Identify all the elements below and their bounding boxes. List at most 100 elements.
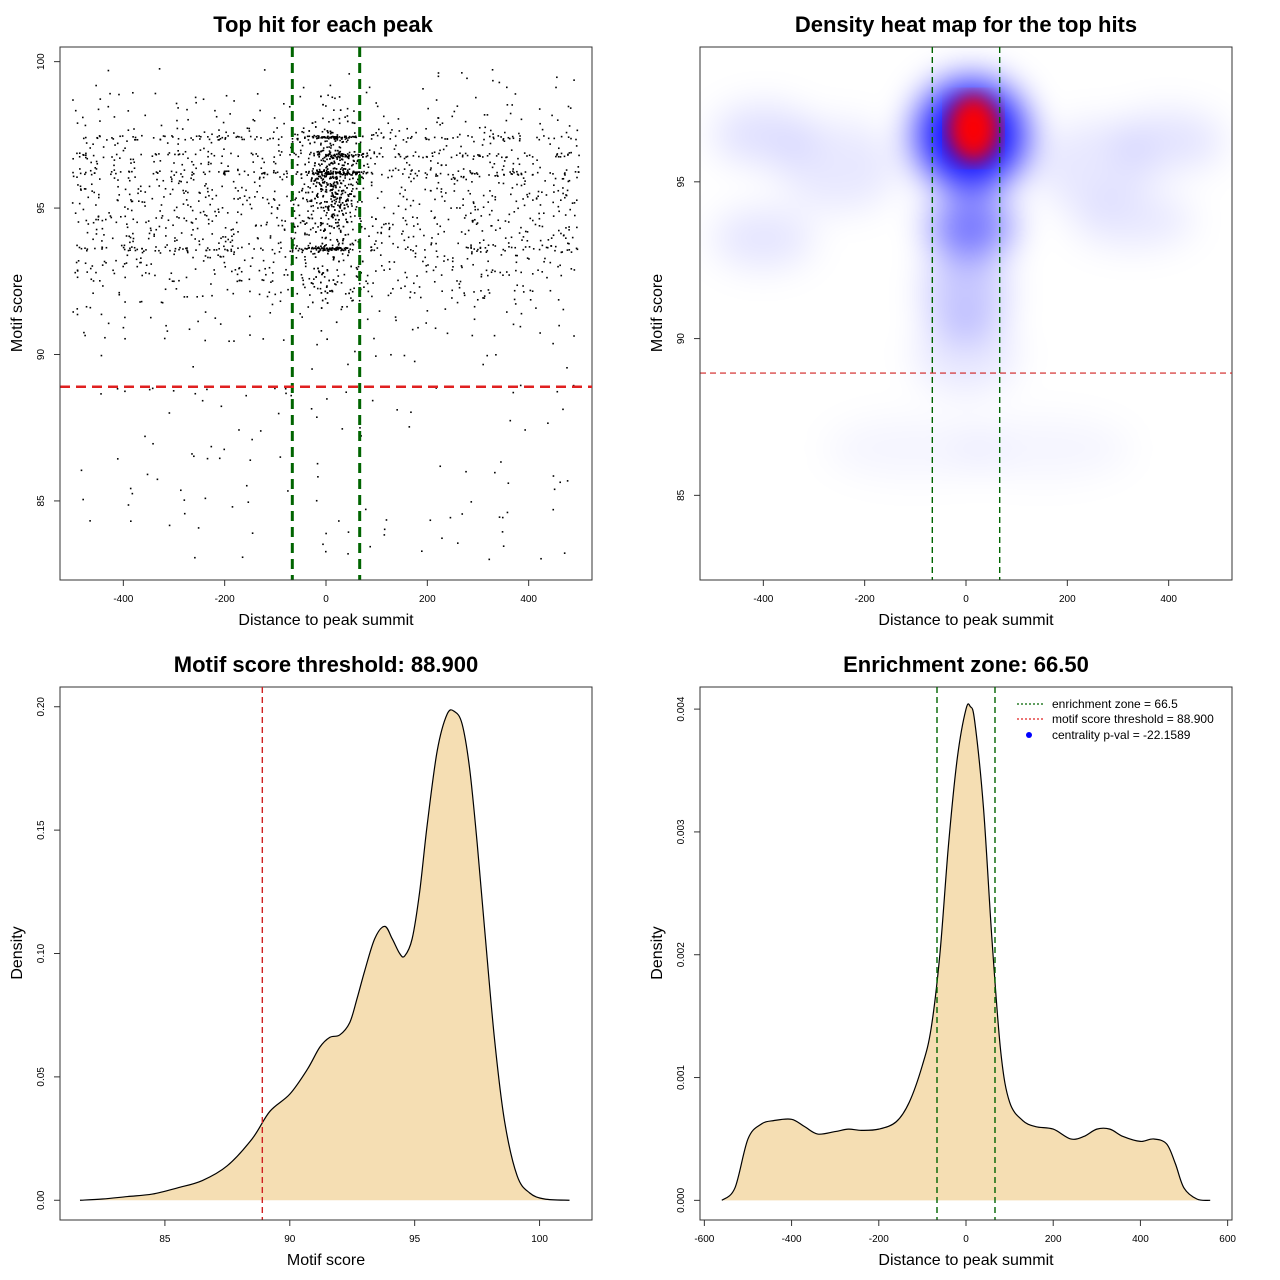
scatter-point bbox=[463, 294, 466, 297]
scatter-point bbox=[101, 219, 104, 222]
scatter-point bbox=[366, 171, 369, 174]
scatter-point bbox=[174, 153, 176, 156]
scatter-point bbox=[321, 247, 323, 249]
scatter-point bbox=[168, 152, 171, 154]
scatter-point bbox=[459, 280, 462, 283]
scatter-point bbox=[241, 556, 244, 559]
scatter-point bbox=[478, 155, 480, 157]
scatter-point bbox=[317, 172, 319, 175]
scatter-point bbox=[526, 257, 529, 259]
scatter-point bbox=[220, 162, 223, 165]
scatter-point bbox=[336, 171, 339, 174]
scatter-point bbox=[261, 279, 264, 281]
scatter-point bbox=[387, 176, 389, 179]
scatter-point bbox=[322, 149, 325, 152]
scatter-point bbox=[544, 257, 546, 260]
scatter-point bbox=[424, 249, 426, 251]
scatter-point bbox=[214, 109, 216, 112]
scatter-point bbox=[285, 170, 288, 173]
scatter-point bbox=[272, 198, 275, 200]
scatter-point bbox=[490, 271, 493, 274]
scatter-point bbox=[334, 283, 336, 285]
scatter-point bbox=[428, 138, 430, 141]
scatter-point bbox=[504, 237, 507, 239]
scatter-point bbox=[476, 298, 479, 301]
scatter-point bbox=[304, 232, 306, 235]
scatter-point bbox=[309, 187, 311, 189]
scatter-point bbox=[400, 287, 402, 290]
scatter-point bbox=[422, 88, 424, 90]
scatter-point bbox=[320, 184, 322, 186]
scatter-point bbox=[353, 110, 355, 112]
scatter-point bbox=[182, 189, 184, 192]
scatter-point bbox=[321, 179, 324, 181]
scatter-point bbox=[460, 145, 462, 148]
scatter-point bbox=[532, 163, 534, 165]
scatter-point bbox=[80, 189, 82, 191]
score-density-x-label: Motif score bbox=[287, 1252, 365, 1269]
scatter-point bbox=[138, 200, 140, 202]
scatter-point bbox=[518, 139, 521, 142]
scatter-point bbox=[314, 179, 317, 182]
scatter-point bbox=[489, 190, 491, 192]
scatter-point bbox=[241, 138, 244, 141]
scatter-point bbox=[208, 170, 211, 173]
scatter-point bbox=[549, 143, 551, 145]
scatter-point bbox=[340, 203, 342, 206]
scatter-point bbox=[559, 264, 561, 267]
scatter-point bbox=[320, 245, 322, 248]
scatter-point bbox=[235, 221, 238, 224]
scatter-point bbox=[414, 151, 417, 153]
scatter-point bbox=[411, 216, 414, 218]
scatter-point bbox=[306, 135, 309, 138]
scatter-point bbox=[324, 297, 327, 300]
scatter-point bbox=[558, 229, 560, 232]
scatter-point bbox=[137, 192, 139, 195]
scatter-point bbox=[99, 120, 101, 122]
scatter-point bbox=[158, 249, 160, 252]
scatter-point bbox=[560, 251, 563, 254]
scatter-point bbox=[326, 146, 328, 149]
scatter-point bbox=[130, 199, 132, 201]
scatter-point bbox=[534, 223, 537, 226]
scatter-point bbox=[507, 482, 510, 485]
scatter-point bbox=[545, 194, 548, 196]
scatter-point bbox=[171, 280, 174, 283]
scatter-point bbox=[354, 239, 357, 242]
scatter-point bbox=[248, 196, 251, 199]
scatter-point bbox=[494, 198, 497, 201]
scatter-point bbox=[238, 279, 241, 282]
scatter-point bbox=[167, 153, 169, 156]
scatter-point bbox=[316, 343, 318, 346]
scatter-point bbox=[210, 162, 212, 165]
scatter-point bbox=[135, 258, 138, 261]
scatter-point bbox=[249, 135, 252, 138]
scatter-point bbox=[180, 489, 182, 492]
scatter-point bbox=[317, 175, 320, 178]
scatter-point bbox=[429, 519, 432, 522]
scatter-point bbox=[128, 170, 130, 173]
scatter-point bbox=[343, 247, 346, 250]
scatter-point bbox=[319, 175, 322, 178]
scatter-point bbox=[570, 151, 572, 154]
scatter-point bbox=[260, 137, 262, 139]
scatter-point bbox=[494, 196, 497, 198]
scatter-point bbox=[314, 247, 317, 250]
scatter-point bbox=[477, 248, 479, 251]
scatter-point bbox=[266, 295, 269, 298]
scatter-point bbox=[515, 200, 518, 203]
scatter-point bbox=[494, 229, 497, 231]
scatter-point bbox=[315, 276, 317, 278]
scatter-point bbox=[324, 175, 326, 178]
scatter-point bbox=[132, 136, 134, 138]
scatter-point bbox=[353, 154, 355, 157]
scatter-point bbox=[509, 419, 512, 422]
scatter-point bbox=[323, 181, 325, 184]
scatter-point bbox=[350, 193, 353, 195]
scatter-point bbox=[564, 174, 566, 176]
scatter-point bbox=[334, 138, 336, 140]
scatter-point bbox=[262, 279, 265, 282]
scatter-point bbox=[354, 208, 357, 211]
scatter-point bbox=[536, 171, 539, 174]
scatter-point bbox=[300, 152, 302, 155]
